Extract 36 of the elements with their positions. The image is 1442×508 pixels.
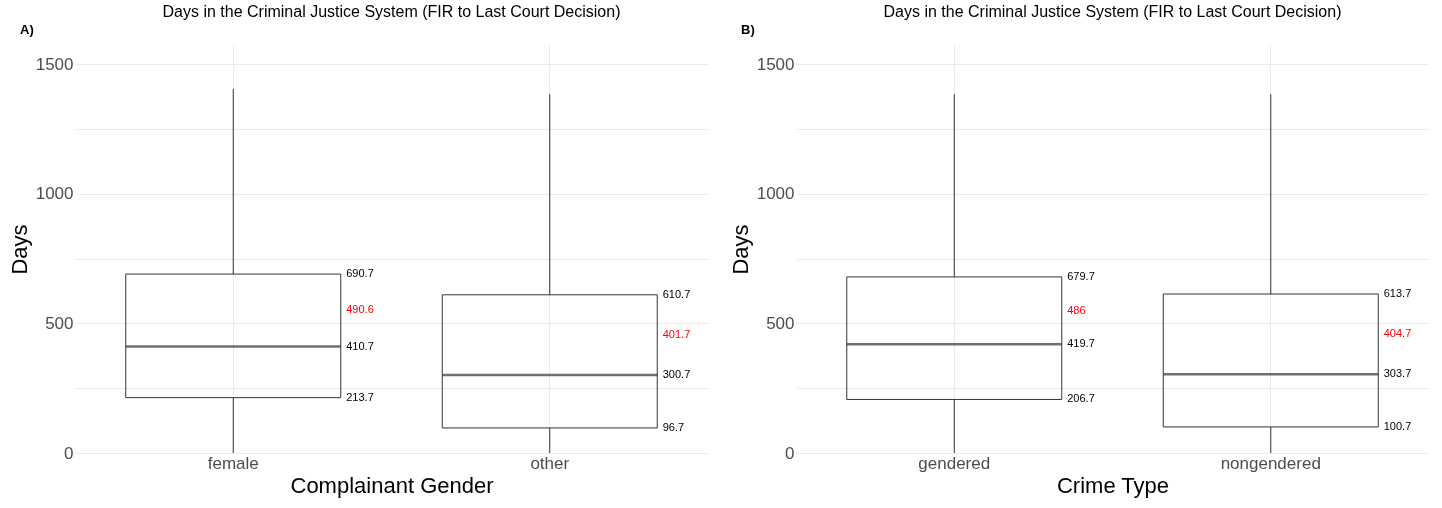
y-tick-label: 1500: [756, 54, 795, 74]
chart-title: Days in the Criminal Justice System (FIR to Last Court Decision): [162, 3, 621, 20]
annotation: 679.7: [1067, 269, 1095, 282]
y-axis-title: Days: [727, 224, 753, 275]
x-axis-title: Crime Type: [1056, 472, 1170, 498]
annotation: 486: [1067, 303, 1086, 316]
annotation: 610.7: [662, 287, 691, 300]
y-tick-label: 1000: [756, 184, 795, 204]
annotation: 690.7: [346, 267, 374, 280]
annotation: 206.7: [1067, 392, 1095, 405]
x-axis-title: Complainant Gender: [290, 472, 494, 498]
annotation: 213.7: [346, 390, 374, 403]
y-tick-label: 500: [45, 313, 74, 333]
chart-title: Days in the Criminal Justice System (FIR to Last Court Decision): [883, 3, 1342, 20]
y-axis-title: Days: [6, 224, 32, 275]
y-tick-label: 0: [785, 443, 795, 463]
annotation: 404.7: [1383, 327, 1412, 340]
y-tick-label: 500: [766, 313, 795, 333]
annotation: 419.7: [1067, 337, 1095, 350]
y-tick-label: 1000: [35, 184, 74, 204]
x-tick-label: female: [207, 453, 259, 473]
x-tick-label: nongendered: [1220, 453, 1321, 473]
annotation: 303.7: [1383, 367, 1412, 380]
annotation: 490.6: [346, 303, 374, 316]
text: B): [741, 22, 755, 37]
x-tick-label: gendered: [918, 453, 991, 473]
y-tick-label: 0: [64, 443, 74, 463]
annotation: 613.7: [1383, 287, 1412, 300]
annotation: 96.7: [662, 420, 685, 433]
annotation: 410.7: [346, 339, 374, 352]
annotation: 401.7: [662, 327, 691, 340]
x-tick-label: other: [530, 453, 570, 473]
annotation: 100.7: [1383, 419, 1412, 432]
text: A): [20, 22, 34, 37]
annotation: 300.7: [662, 368, 691, 381]
y-tick-label: 1500: [35, 54, 74, 74]
